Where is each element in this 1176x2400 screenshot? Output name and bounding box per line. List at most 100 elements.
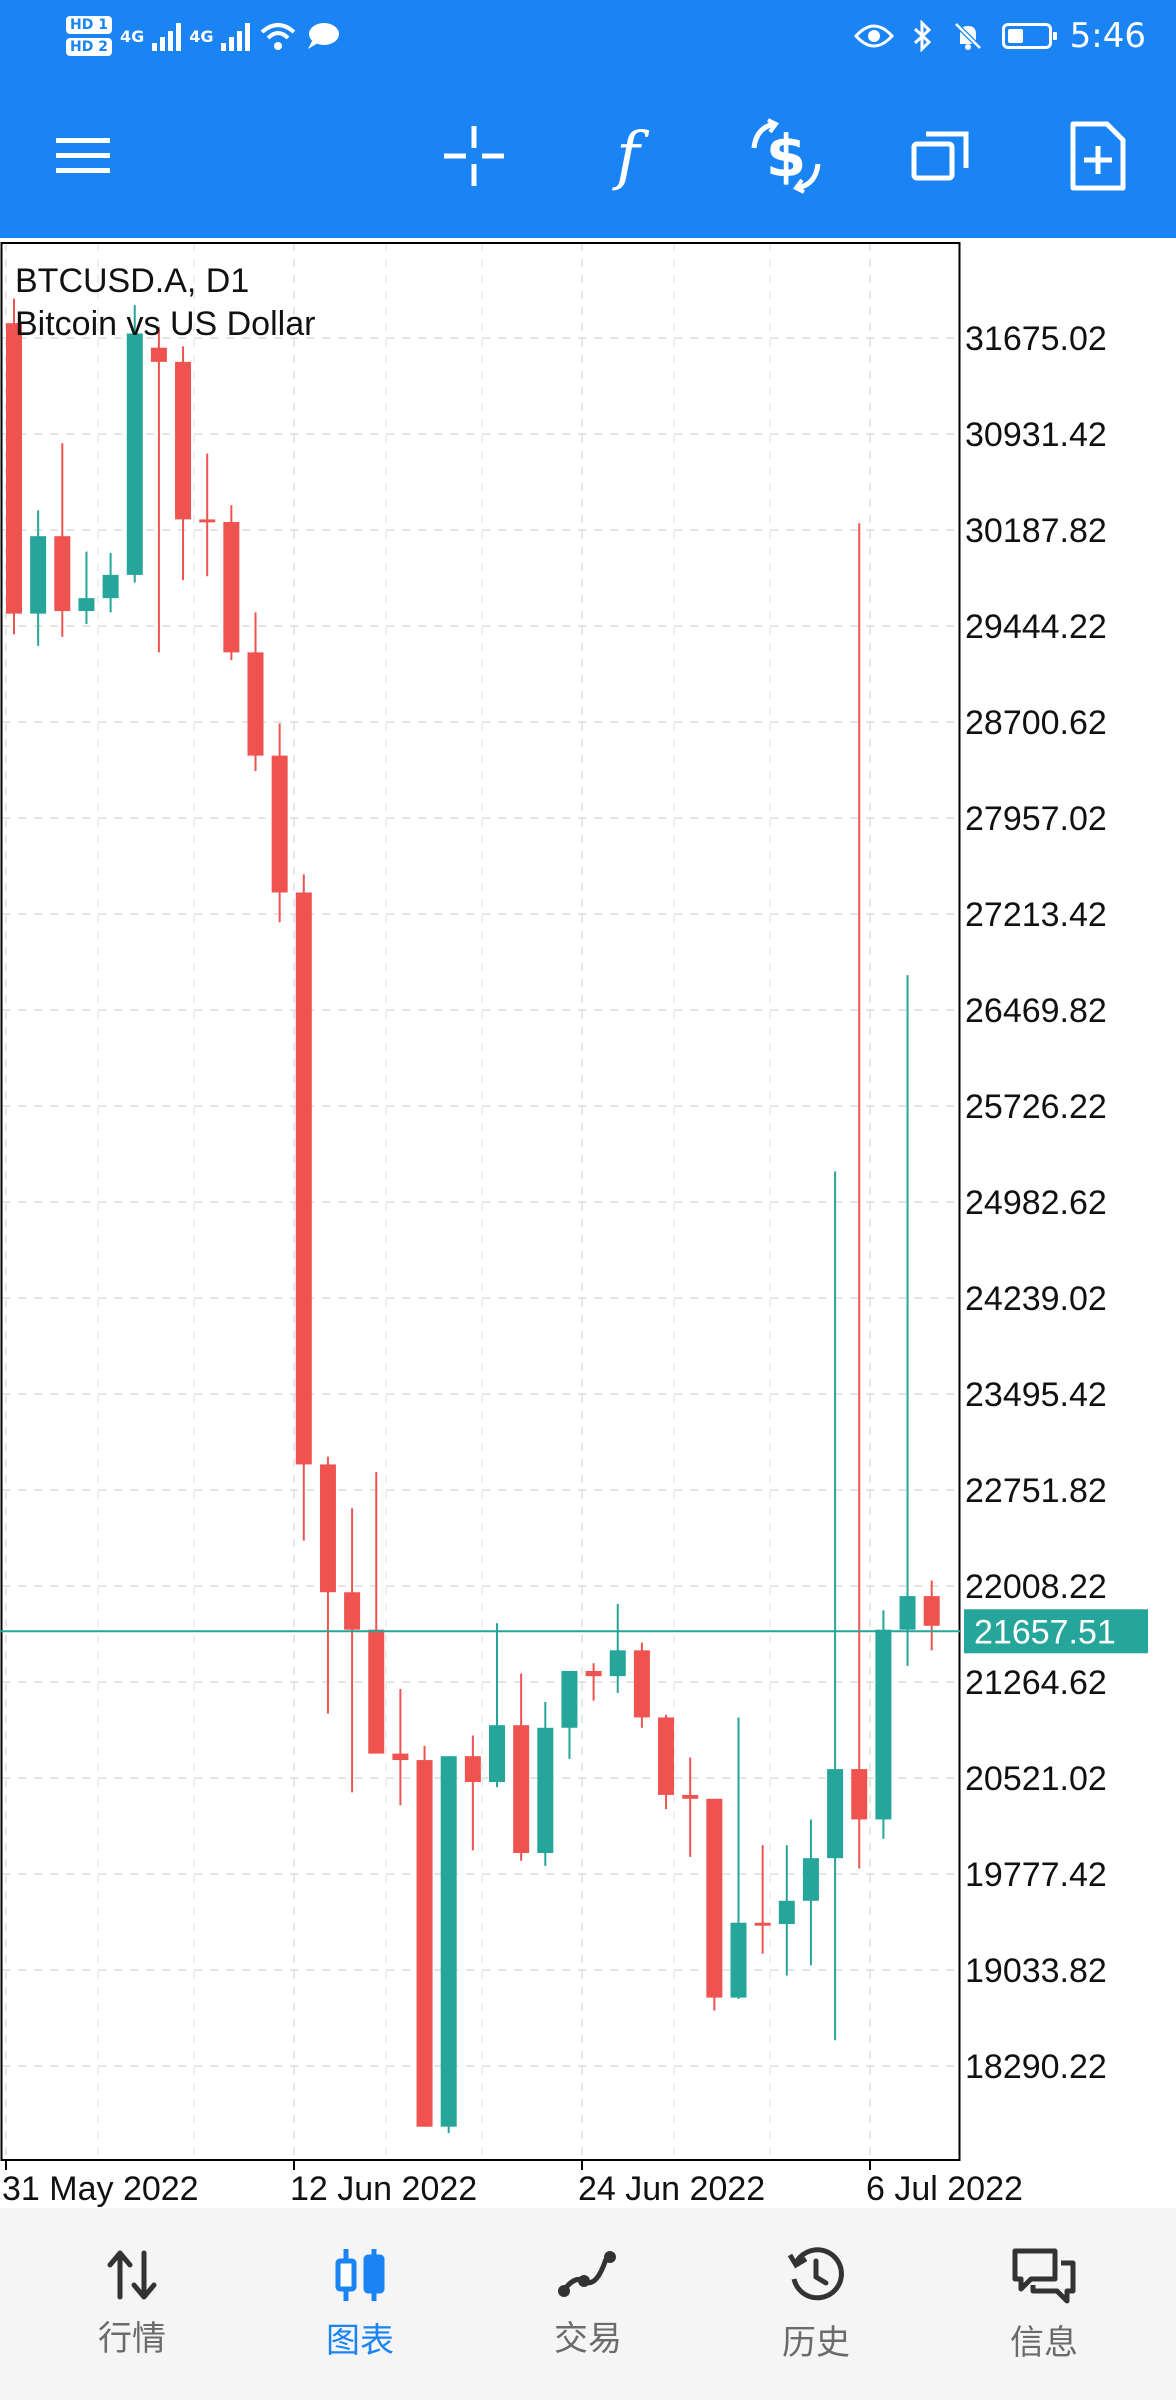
candle xyxy=(441,1756,457,2133)
signal-2-icon xyxy=(221,21,250,51)
candle-body xyxy=(779,1901,795,1924)
candle-body xyxy=(392,1754,408,1760)
candle xyxy=(851,523,867,1868)
status-right: 5:46 xyxy=(854,8,1146,64)
price-tick-label: 18290.22 xyxy=(965,2048,1107,2086)
candle xyxy=(803,1819,819,1965)
nav-chart-label: 图表 xyxy=(326,2313,394,2362)
nav-trade[interactable]: 交易 xyxy=(488,2208,688,2400)
candle xyxy=(103,553,119,612)
date-tick-label: 31 May 2022 xyxy=(2,2170,199,2208)
price-tick-label: 31675.02 xyxy=(965,320,1107,358)
chart-symbol-subtitle: Bitcoin vs US Dollar xyxy=(15,305,315,343)
network-type-1: 4G xyxy=(120,27,144,46)
candle xyxy=(561,1671,577,1759)
crosshair-button[interactable] xyxy=(426,96,522,216)
mute-bell-icon xyxy=(952,20,984,52)
price-tick-label: 28700.62 xyxy=(965,704,1107,742)
price-chart[interactable]: 21657.51 31675.02 30931.42 30187.82 29444.2… xyxy=(0,238,1176,2208)
candle xyxy=(610,1604,626,1693)
price-tick-label: 30931.42 xyxy=(965,416,1107,454)
price-tick-label: 23495.42 xyxy=(965,1376,1107,1414)
candle xyxy=(417,1746,433,2127)
candle-body xyxy=(320,1464,336,1592)
nav-messages[interactable]: 信息 xyxy=(944,2208,1144,2400)
trade-button[interactable]: $ xyxy=(738,96,834,216)
candle-body xyxy=(248,652,264,755)
date-tick-label: 24 Jun 2022 xyxy=(578,2170,765,2208)
new-order-button[interactable] xyxy=(1050,96,1146,216)
candle-body xyxy=(127,333,143,574)
candle xyxy=(875,1610,891,1839)
messages-icon xyxy=(1011,2245,1077,2305)
nav-history-label: 历史 xyxy=(782,2315,850,2364)
candle-body xyxy=(706,1799,722,1998)
price-tick-label: 24239.02 xyxy=(965,1280,1107,1318)
bluetooth-icon xyxy=(912,20,934,52)
indicators-icon: f xyxy=(600,121,656,191)
candle-body xyxy=(296,892,312,1464)
candle-body xyxy=(875,1630,891,1820)
nav-quotes[interactable]: 行情 xyxy=(32,2208,232,2400)
chart-symbol-title: BTCUSD.A, D1 xyxy=(15,262,249,300)
candle-body xyxy=(731,1923,747,1998)
chart-area[interactable]: 21657.51 31675.02 30931.42 30187.82 29444.2… xyxy=(0,238,1176,2208)
candle-body xyxy=(900,1596,916,1630)
price-tick-label: 21264.62 xyxy=(965,1664,1107,1702)
price-tick-label: 22008.22 xyxy=(965,1568,1107,1606)
candle xyxy=(78,552,94,624)
candle xyxy=(127,305,143,583)
candle-body xyxy=(272,756,288,893)
candle-body xyxy=(30,536,46,613)
nav-trade-label: 交易 xyxy=(554,2311,622,2360)
candle xyxy=(731,1717,747,1998)
status-time: 5:46 xyxy=(1070,16,1146,56)
candle xyxy=(175,346,191,580)
candle-body xyxy=(658,1717,674,1794)
candle-body xyxy=(6,323,22,613)
wifi-icon xyxy=(258,20,298,52)
date-tick-label: 12 Jun 2022 xyxy=(290,2170,477,2208)
candle xyxy=(682,1757,698,1856)
new-order-icon xyxy=(1069,120,1127,192)
network-type-2: 4G xyxy=(189,27,213,46)
candle-body xyxy=(755,1923,771,1926)
hd-badge-1: HD 1 xyxy=(66,16,112,34)
candle xyxy=(827,1171,843,2040)
candle-body xyxy=(465,1756,481,1782)
candle-body xyxy=(537,1728,553,1853)
indicators-button[interactable]: f xyxy=(580,96,676,216)
candle-body xyxy=(513,1725,529,1853)
candle-body xyxy=(199,519,215,522)
candle-body xyxy=(851,1769,867,1819)
candle xyxy=(344,1508,360,1792)
candle xyxy=(30,510,46,646)
history-icon xyxy=(786,2245,846,2305)
candle xyxy=(368,1472,384,1753)
current-price-label: 21657.51 xyxy=(974,1613,1116,1651)
battery-icon xyxy=(1002,23,1052,49)
menu-button[interactable] xyxy=(36,96,132,216)
app-header: HD 1 HD 2 4G 4G 5:46 f $ xyxy=(0,0,1176,238)
price-tick-label: 19777.42 xyxy=(965,1856,1107,1894)
bottom-nav: 行情 图表 交易 历史 信息 xyxy=(0,2208,1176,2400)
candle xyxy=(392,1689,408,1805)
hamburger-icon xyxy=(54,134,114,178)
candle-body xyxy=(417,1760,433,2127)
nav-history[interactable]: 历史 xyxy=(716,2208,916,2400)
price-tick-label: 19033.82 xyxy=(965,1952,1107,1990)
svg-text:f: f xyxy=(612,121,650,191)
price-tick-label: 27957.02 xyxy=(965,800,1107,838)
candle-body xyxy=(441,1756,457,2127)
candle xyxy=(779,1845,795,1975)
candle-body xyxy=(586,1671,602,1676)
signal-1-icon xyxy=(152,21,181,51)
nav-quotes-label: 行情 xyxy=(98,2311,166,2360)
candle xyxy=(755,1845,771,1953)
objects-button[interactable] xyxy=(894,96,990,216)
nav-messages-label: 信息 xyxy=(1010,2315,1078,2364)
candle xyxy=(465,1736,481,1851)
candle xyxy=(706,1799,722,2011)
nav-chart[interactable]: 图表 xyxy=(260,2208,460,2400)
candle-body xyxy=(175,362,191,520)
